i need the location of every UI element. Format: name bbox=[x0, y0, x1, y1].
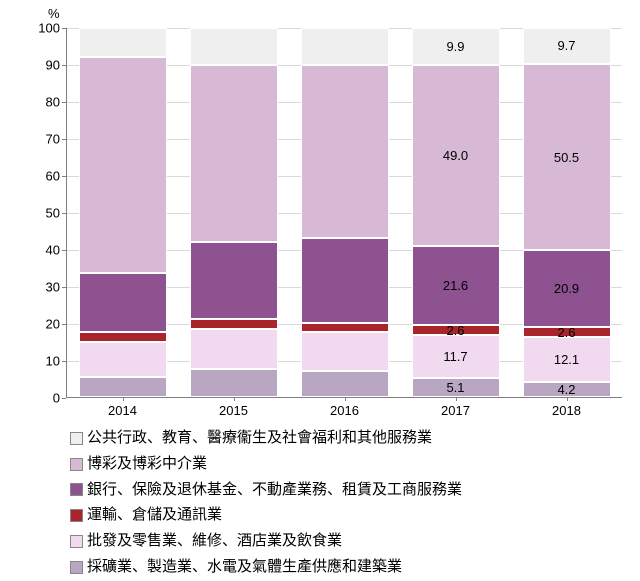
segment-value-label: 4.2 bbox=[557, 382, 575, 397]
segment-value-label: 20.9 bbox=[554, 281, 579, 296]
segment-gaming bbox=[79, 57, 167, 273]
y-tick-label: 0 bbox=[10, 391, 60, 406]
segment-gaming: 49.0 bbox=[412, 65, 500, 246]
legend-label: 運輸、倉儲及通訊業 bbox=[87, 503, 222, 528]
segment-value-label: 49.0 bbox=[443, 148, 468, 163]
bar-2014: 2014 bbox=[79, 28, 167, 397]
legend-label: 批發及零售業、維修、酒店業及飲食業 bbox=[87, 529, 342, 554]
y-tick-label: 10 bbox=[10, 354, 60, 369]
segment-gaming: 50.5 bbox=[523, 64, 611, 250]
y-tick-label: 80 bbox=[10, 95, 60, 110]
legend-label: 銀行、保險及退休基金、不動產業務、租賃及工商服務業 bbox=[87, 478, 462, 503]
segment-value-label: 50.5 bbox=[554, 150, 579, 165]
segment-transport: 2.6 bbox=[523, 327, 611, 337]
segment-transport bbox=[301, 323, 389, 333]
y-tick-label: 90 bbox=[10, 58, 60, 73]
bar-2015: 2015 bbox=[190, 28, 278, 397]
bar-2016: 2016 bbox=[301, 28, 389, 397]
segment-mining: 5.1 bbox=[412, 378, 500, 397]
x-tick-label: 2014 bbox=[79, 403, 167, 418]
segment-public bbox=[190, 28, 278, 65]
legend-label: 博彩及博彩中介業 bbox=[87, 452, 207, 477]
segment-gaming bbox=[190, 65, 278, 242]
y-tick-label: 50 bbox=[10, 206, 60, 221]
plot-area: 2014201520169.949.021.62.611.75.120179.7… bbox=[66, 28, 622, 398]
segment-banking bbox=[79, 273, 167, 332]
segment-public: 9.7 bbox=[523, 28, 611, 64]
legend-item-wholesale: 批發及零售業、維修、酒店業及飲食業 bbox=[70, 529, 462, 554]
x-tick-label: 2017 bbox=[412, 403, 500, 418]
segment-banking: 21.6 bbox=[412, 246, 500, 326]
segment-gaming bbox=[301, 65, 389, 238]
segment-banking: 20.9 bbox=[523, 250, 611, 327]
legend-swatch bbox=[70, 509, 83, 522]
segment-public bbox=[79, 28, 167, 57]
segment-wholesale bbox=[79, 342, 167, 377]
segment-wholesale bbox=[301, 332, 389, 371]
segment-wholesale: 12.1 bbox=[523, 337, 611, 382]
segment-value-label: 5.1 bbox=[446, 380, 464, 395]
x-tick-label: 2015 bbox=[190, 403, 278, 418]
legend-swatch bbox=[70, 432, 83, 445]
bar-2017: 9.949.021.62.611.75.12017 bbox=[412, 28, 500, 397]
segment-banking bbox=[301, 238, 389, 323]
bar-2018: 9.750.520.92.612.14.22018 bbox=[523, 28, 611, 397]
y-axis-unit: % bbox=[48, 6, 60, 21]
segment-value-label: 11.7 bbox=[443, 349, 467, 364]
segment-value-label: 9.7 bbox=[557, 38, 575, 53]
segment-mining bbox=[301, 371, 389, 397]
segment-transport bbox=[79, 332, 167, 342]
y-tick-label: 20 bbox=[10, 317, 60, 332]
bars-container: 2014201520169.949.021.62.611.75.120179.7… bbox=[67, 28, 622, 397]
segment-mining bbox=[79, 377, 167, 397]
segment-wholesale: 11.7 bbox=[412, 335, 500, 378]
segment-public bbox=[301, 28, 389, 65]
legend-swatch bbox=[70, 483, 83, 496]
legend-item-gaming: 博彩及博彩中介業 bbox=[70, 452, 462, 477]
y-tick-label: 70 bbox=[10, 132, 60, 147]
legend-swatch bbox=[70, 535, 83, 548]
segment-transport bbox=[190, 319, 278, 329]
legend-swatch bbox=[70, 561, 83, 574]
legend-swatch bbox=[70, 458, 83, 471]
legend-label: 公共行政、教育、醫療衞生及社會福利和其他服務業 bbox=[87, 426, 432, 451]
x-tick-label: 2018 bbox=[523, 403, 611, 418]
segment-mining bbox=[190, 369, 278, 397]
segment-wholesale bbox=[190, 329, 278, 370]
segment-transport: 2.6 bbox=[412, 325, 500, 335]
segment-value-label: 12.1 bbox=[554, 352, 579, 367]
segment-mining: 4.2 bbox=[523, 382, 611, 397]
y-tick-label: 30 bbox=[10, 280, 60, 295]
segment-value-label: 9.9 bbox=[446, 39, 464, 54]
segment-public: 9.9 bbox=[412, 28, 500, 65]
legend: 公共行政、教育、醫療衞生及社會福利和其他服務業博彩及博彩中介業銀行、保險及退休基… bbox=[70, 426, 462, 581]
legend-item-public: 公共行政、教育、醫療衞生及社會福利和其他服務業 bbox=[70, 426, 462, 451]
segment-banking bbox=[190, 242, 278, 319]
y-tick-label: 40 bbox=[10, 243, 60, 258]
legend-item-transport: 運輸、倉儲及通訊業 bbox=[70, 503, 462, 528]
legend-item-banking: 銀行、保險及退休基金、不動產業務、租賃及工商服務業 bbox=[70, 478, 462, 503]
x-tick-label: 2016 bbox=[301, 403, 389, 418]
y-tick-label: 100 bbox=[10, 21, 60, 36]
segment-value-label: 21.6 bbox=[443, 278, 468, 293]
y-tick-label: 60 bbox=[10, 169, 60, 184]
